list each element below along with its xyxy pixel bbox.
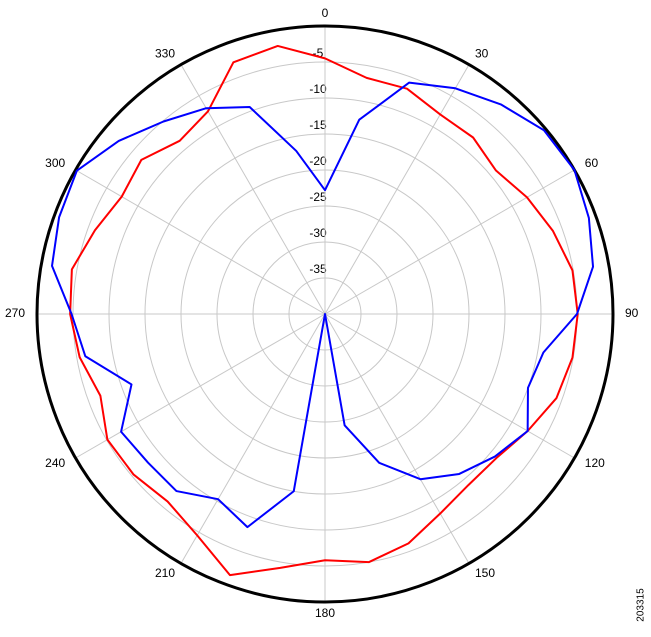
angle-label: 30 (475, 46, 489, 60)
series-line (69, 44, 579, 577)
series-line (51, 81, 595, 529)
r-tick-label: -35 (309, 262, 327, 276)
spoke (75, 169, 326, 315)
spoke (180, 64, 326, 315)
angle-label: 60 (585, 156, 599, 170)
angle-label: 0 (322, 6, 329, 20)
angle-label: 120 (585, 456, 605, 470)
angle-label: 330 (155, 46, 175, 60)
spoke (324, 313, 470, 564)
spoke (324, 169, 575, 315)
r-tick-label: -30 (309, 226, 327, 240)
angle-label: 90 (625, 306, 639, 320)
grid: -35 -30 -25 -20 -15 -10 -5 0 30 60 90 120 150 180 210 2… (5, 6, 639, 620)
plot (51, 44, 595, 577)
spoke (180, 313, 326, 564)
spoke (324, 313, 575, 459)
outer-circle (35, 24, 615, 604)
r-tick-label: -15 (309, 118, 327, 132)
figure-id: 203315 (636, 588, 647, 622)
r-tick-label: -20 (309, 154, 327, 168)
angle-label: 180 (315, 606, 335, 620)
r-tick-label: -5 (313, 46, 324, 60)
spoke (75, 313, 326, 459)
angle-label: 150 (475, 566, 495, 580)
spoke (324, 64, 470, 315)
r-tick-label: -25 (309, 190, 327, 204)
angle-label: 210 (155, 566, 175, 580)
r-tick-label: -10 (309, 82, 327, 96)
angle-label: 270 (5, 306, 25, 320)
angle-label: 240 (45, 456, 65, 470)
angle-label: 300 (45, 156, 65, 170)
